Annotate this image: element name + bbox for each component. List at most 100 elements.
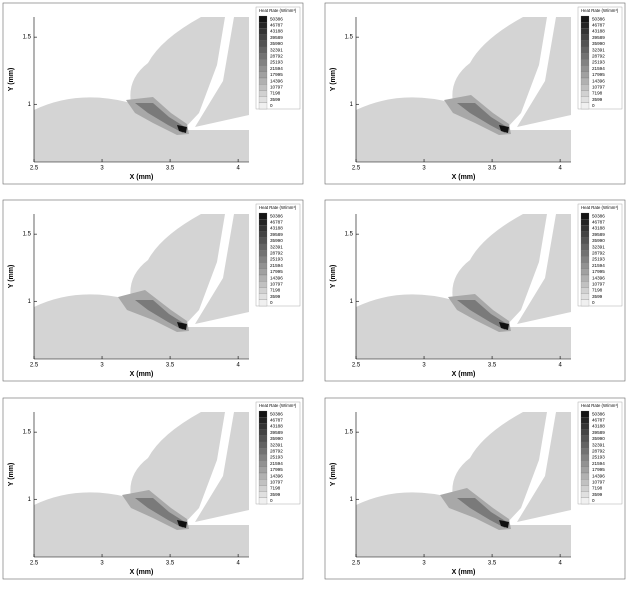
x-tick-label: 2.5 <box>30 561 39 567</box>
legend-swatch <box>580 53 590 60</box>
legend-label: 3599 <box>592 492 603 497</box>
legend-swatch <box>580 90 590 97</box>
legend-swatch <box>258 28 268 35</box>
x-tick-label: 3.5 <box>166 363 175 369</box>
tool-block <box>195 412 249 522</box>
y-tick-label: 1.5 <box>23 35 32 41</box>
shear-band-mid <box>457 498 507 528</box>
legend-label: 28792 <box>592 54 605 59</box>
legend-swatch <box>580 429 590 436</box>
legend-swatch <box>258 65 268 72</box>
legend-swatch <box>580 225 590 232</box>
x-axis-label: X (mm) <box>130 371 154 378</box>
panel: 2.5 3 3.5 4 1 1.5 X (mm) Y (mm) Heat Rate (W/mm³… <box>324 2 626 185</box>
legend-label: 28792 <box>270 449 283 454</box>
legend-swatch <box>258 46 268 54</box>
shear-band-core <box>499 322 509 330</box>
x-tick-label: 3.5 <box>488 363 497 369</box>
legend-label: 43188 <box>270 424 283 429</box>
legend-swatch <box>258 15 268 23</box>
tool-block <box>517 214 571 324</box>
legend-swatch <box>258 485 268 492</box>
legend-label: 25193 <box>592 257 605 262</box>
legend-swatch <box>580 65 590 72</box>
shear-band-core <box>499 520 509 528</box>
x-tick-label: 4 <box>236 363 240 369</box>
legend-label: 10797 <box>270 282 283 287</box>
legend-swatch <box>580 34 590 41</box>
legend-swatch <box>258 479 268 486</box>
legend-label: 35990 <box>592 436 605 441</box>
legend-swatch <box>258 287 268 294</box>
workpiece <box>34 294 249 359</box>
legend-label: 3599 <box>270 294 281 299</box>
legend-label: 32391 <box>592 442 605 447</box>
legend-label: 3599 <box>270 492 281 497</box>
legend-label: 17995 <box>592 72 605 77</box>
x-tick-label: 4 <box>236 166 240 172</box>
legend-label: 21594 <box>270 461 283 466</box>
legend-swatch <box>580 22 590 29</box>
legend-label: 32391 <box>270 442 283 447</box>
legend-label: 50386 <box>270 16 283 21</box>
legend-label: 0 <box>270 103 273 108</box>
legend-label: 10797 <box>270 480 283 485</box>
legend-swatch <box>258 212 268 220</box>
legend-label: 21594 <box>592 461 605 466</box>
legend-swatch <box>258 71 268 79</box>
tool-block <box>195 214 249 324</box>
shear-band-core <box>177 125 187 133</box>
legend-label: 50386 <box>270 213 283 218</box>
legend-swatch <box>580 28 590 35</box>
legend-swatch <box>258 96 268 103</box>
legend-label: 46787 <box>592 418 605 423</box>
panel: 2.5 3 3.5 4 1 1.5 X (mm) Y (mm) Heat Rate (W/mm³… <box>324 397 626 580</box>
x-axis-label: X (mm) <box>130 569 154 576</box>
y-axis-label: Y (mm) <box>8 463 15 487</box>
legend-swatch <box>258 472 268 480</box>
legend-label: 35990 <box>270 41 283 46</box>
legend-label: 3599 <box>592 294 603 299</box>
legend-swatch <box>258 262 268 269</box>
legend-label: 28792 <box>592 449 605 454</box>
shear-band-core <box>177 322 187 330</box>
tool-block <box>517 17 571 127</box>
legend-label: 25193 <box>592 455 605 460</box>
x-tick-label: 2.5 <box>352 561 361 567</box>
legend-label: 3599 <box>592 97 603 102</box>
y-tick-label: 1.5 <box>345 35 354 41</box>
legend-label: 3599 <box>270 97 281 102</box>
legend-label: 46787 <box>270 23 283 28</box>
legend-swatch <box>258 460 268 467</box>
legend-swatch <box>258 274 268 282</box>
legend-swatch <box>580 466 590 474</box>
legend-swatch <box>258 299 268 307</box>
legend-swatch <box>258 491 268 498</box>
legend-label: 0 <box>270 498 273 503</box>
legend-label: 7198 <box>592 486 603 491</box>
legend-label: 7198 <box>592 91 603 96</box>
y-tick-label: 1 <box>350 299 354 305</box>
legend-swatch <box>580 287 590 294</box>
legend-label: 32391 <box>592 47 605 52</box>
x-tick-label: 3.5 <box>166 561 175 567</box>
legend-swatch <box>258 423 268 430</box>
legend-label: 32391 <box>270 47 283 52</box>
y-axis-label: Y (mm) <box>330 68 337 92</box>
legend-swatch <box>580 59 590 66</box>
y-tick-label: 1.5 <box>23 232 32 238</box>
legend-swatch <box>258 90 268 97</box>
x-tick-label: 3.5 <box>488 561 497 567</box>
x-tick-label: 3 <box>100 561 104 567</box>
legend-label: 14396 <box>592 473 605 478</box>
legend-swatch <box>580 40 590 48</box>
legend-label: 39589 <box>592 430 605 435</box>
legend-label: 28792 <box>270 251 283 256</box>
legend-label: 32391 <box>592 244 605 249</box>
legend-title: Heat Rate (W/mm³) <box>259 403 297 408</box>
legend-title: Heat Rate (W/mm³) <box>581 205 619 210</box>
x-tick-label: 2.5 <box>352 166 361 172</box>
x-tick-label: 2.5 <box>30 166 39 172</box>
shear-band-core <box>177 520 187 528</box>
legend-swatch <box>258 22 268 29</box>
